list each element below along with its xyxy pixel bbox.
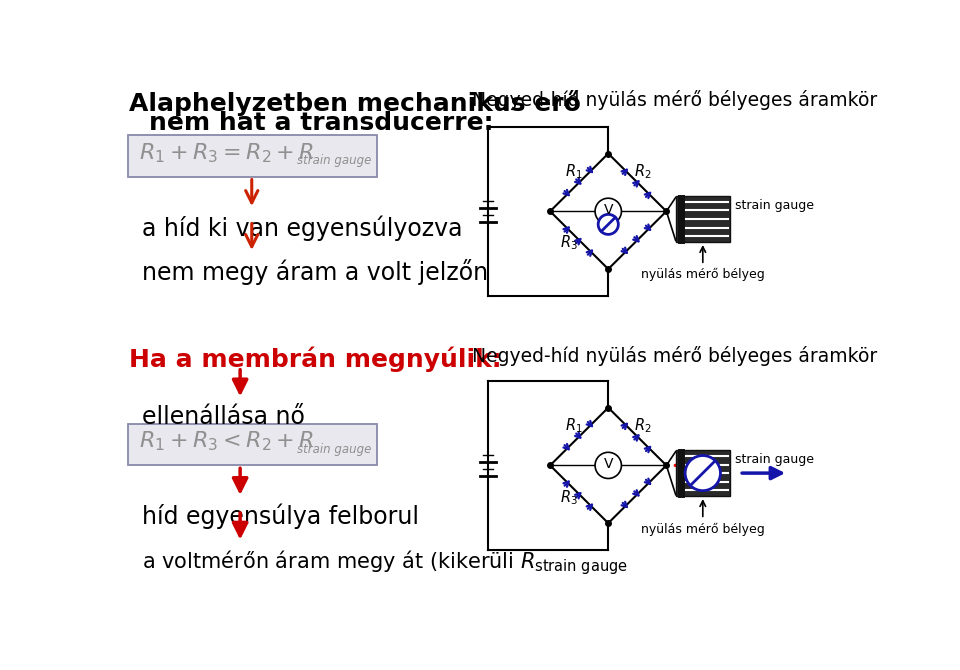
Text: $R_2$: $R_2$	[634, 163, 652, 182]
Circle shape	[685, 456, 720, 490]
Text: nyülás mérő bélyeg: nyülás mérő bélyeg	[641, 268, 765, 281]
Text: $R_1$: $R_1$	[564, 417, 583, 436]
Circle shape	[595, 452, 621, 478]
Text: a híd ki van egyensúlyozva: a híd ki van egyensúlyozva	[142, 215, 462, 241]
Text: ellenállása nő: ellenállása nő	[142, 405, 304, 429]
Circle shape	[595, 198, 621, 224]
Text: V: V	[604, 457, 613, 471]
Text: Ha a membrán megnyúlik:: Ha a membrán megnyúlik:	[130, 346, 502, 372]
Text: $R_3$: $R_3$	[560, 488, 578, 507]
Text: nyülás mérő bélyeg: nyülás mérő bélyeg	[641, 523, 765, 535]
Text: $R_2$: $R_2$	[634, 417, 652, 436]
Text: strain gauge: strain gauge	[298, 443, 372, 456]
Circle shape	[598, 214, 618, 234]
Bar	[676, 196, 730, 242]
Text: $R_3$: $R_3$	[560, 234, 578, 253]
Text: nem megy áram a volt jelzőn: nem megy áram a volt jelzőn	[142, 259, 488, 285]
Text: V: V	[604, 203, 613, 217]
Text: strain gauge: strain gauge	[734, 199, 813, 212]
Text: a voltmérőn áram megy át (kikerüli $R_{\mathrm{strain\ gauge}}$: a voltmérőn áram megy át (kikerüli $R_{\…	[142, 548, 628, 577]
FancyBboxPatch shape	[128, 135, 377, 177]
Text: híd egyensúlya felborul: híd egyensúlya felborul	[142, 504, 419, 529]
Bar	[676, 450, 730, 496]
Text: Negyed-híd nyülás mérő bélyeges áramkör: Negyed-híd nyülás mérő bélyeges áramkör	[471, 346, 876, 366]
Text: Alaphelyzetben mechanikus erő: Alaphelyzetben mechanikus erő	[130, 90, 581, 117]
FancyBboxPatch shape	[128, 424, 377, 466]
Text: strain gauge: strain gauge	[298, 154, 372, 167]
Text: strain gauge: strain gauge	[734, 453, 813, 466]
Text: Negyed-híd nyülás mérő bélyeges áramkör: Negyed-híd nyülás mérő bélyeges áramkör	[471, 90, 876, 110]
Text: nem hat a transducerre:: nem hat a transducerre:	[150, 111, 494, 135]
Text: $R_1$: $R_1$	[564, 163, 583, 182]
Text: $R_1 + R_3 = R_2 + R$: $R_1 + R_3 = R_2 + R$	[138, 141, 314, 165]
Text: $R_1 + R_3 < R_2 + R$: $R_1 + R_3 < R_2 + R$	[138, 429, 314, 454]
